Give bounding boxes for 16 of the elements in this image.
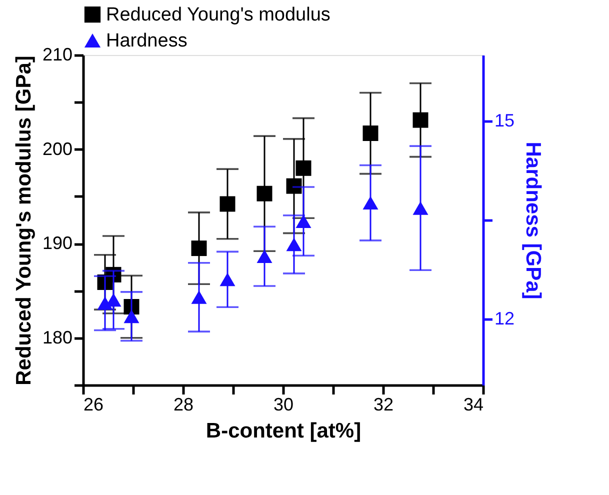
x-tick-label: 34 [463,394,484,414]
y2-tick-label: 15 [494,110,515,130]
x-tick-label: 30 [273,394,294,414]
y-axis-title: Reduced Young's modulus [GPa] [12,56,36,386]
y-tick-label: 180 [42,327,72,348]
legend-label: Reduced Young's modulus [106,4,330,26]
x-axis-title: B-content [at%] [206,420,362,442]
x-tick-label: 26 [84,394,104,414]
y-tick-label: 190 [42,233,72,254]
y-tick-label: 200 [42,138,72,159]
y2-tick-label: 12 [494,308,515,328]
y2-axis-title: Hardness [GPa] [522,142,545,300]
y-tick-label: 210 [42,44,72,64]
x-tick-label: 32 [373,394,394,414]
legend-label: Hardness [106,30,188,52]
x-tick-label: 28 [173,394,194,414]
